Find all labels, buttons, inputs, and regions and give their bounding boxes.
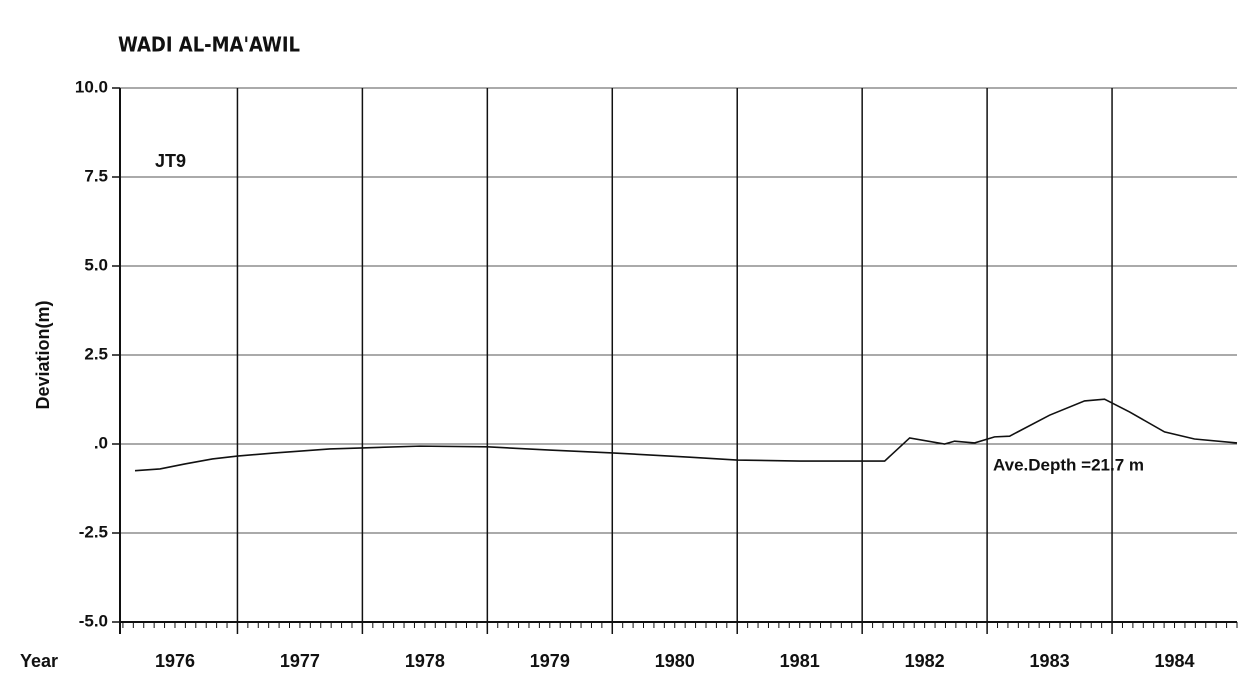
annotation: Ave.Depth =21.7 m: [993, 455, 1144, 474]
y-tick-label: 10.0: [75, 77, 108, 96]
x-tick-label: 1979: [530, 651, 570, 671]
y-tick-label: -2.5: [79, 522, 108, 541]
x-tick-label: 1978: [405, 651, 445, 671]
data-line: [134, 398, 1238, 472]
x-tick-label: 1981: [780, 651, 820, 671]
x-tick-label: 1976: [155, 651, 195, 671]
y-tick-label: 2.5: [84, 344, 108, 363]
chart-title: WADI AL-MA'AWIL: [118, 33, 300, 57]
y-tick-label: 7.5: [84, 166, 108, 185]
annotation: JT9: [155, 151, 186, 171]
y-tick-label: .0: [94, 433, 108, 452]
y-tick-label: 5.0: [84, 255, 108, 274]
x-axis-label: Year: [20, 651, 58, 671]
x-tick-label: 1983: [1030, 651, 1070, 671]
x-tick-label: 1980: [655, 651, 695, 671]
y-axis-label: Deviation(m): [33, 300, 53, 409]
y-tick-label: -5.0: [79, 611, 108, 630]
x-tick-label: 1982: [905, 651, 945, 671]
x-tick-label: 1977: [280, 651, 320, 671]
x-tick-label: 1984: [1155, 651, 1195, 671]
